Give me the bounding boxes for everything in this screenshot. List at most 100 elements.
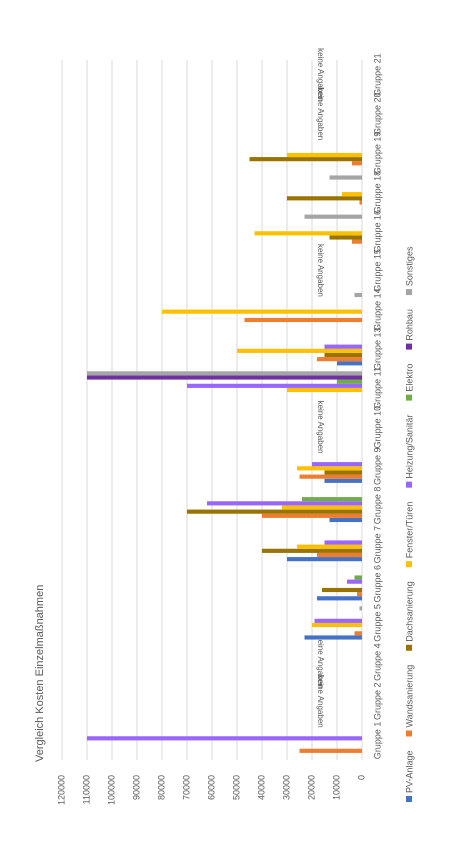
legend-label: Rohbau xyxy=(404,309,414,341)
bar xyxy=(187,509,362,514)
x-tick-label: Gruppe 4 xyxy=(372,643,382,681)
chart-title: Vergleich Kosten Einzelmaßnahmen xyxy=(34,585,46,762)
legend-label: Heizung/Sanitär xyxy=(404,415,414,479)
annotation: keine Angaben xyxy=(316,636,325,689)
bar xyxy=(359,606,362,611)
bar xyxy=(342,192,362,197)
bar xyxy=(299,748,362,753)
legend-swatch xyxy=(406,796,412,802)
bar xyxy=(337,361,362,366)
annotation: keine Angaben xyxy=(316,48,325,101)
bar xyxy=(262,548,362,553)
bar xyxy=(287,387,362,393)
legend-swatch xyxy=(406,343,412,350)
annotation: keine Angaben xyxy=(316,675,325,728)
x-tick-label: Gruppe 21 xyxy=(372,53,382,96)
bar xyxy=(87,371,362,376)
x-tick-label: Gruppe 2 xyxy=(372,682,382,720)
y-tick-label: 70000 xyxy=(181,775,191,800)
rotated-chart: Vergleich Kosten Einzelmaßnahmen 0 10000 2… xyxy=(34,48,414,805)
legend-label: Wandsanierung xyxy=(404,665,414,728)
legend-label: Dachsanierung xyxy=(404,581,414,642)
y-tick-label: 30000 xyxy=(281,775,291,800)
legend-swatch xyxy=(406,561,412,568)
bar xyxy=(314,618,362,623)
x-tick-label: Gruppe 1 xyxy=(372,722,382,760)
bar xyxy=(249,157,362,162)
y-tick-label: 10000 xyxy=(331,775,341,800)
x-tick-label: Gruppe 6 xyxy=(372,565,382,603)
bar xyxy=(324,344,362,349)
bar xyxy=(282,505,362,510)
bar xyxy=(347,579,362,584)
bar xyxy=(299,474,362,479)
y-tick-label: 40000 xyxy=(256,775,266,800)
y-tick-label: 60000 xyxy=(206,775,216,800)
bar xyxy=(329,175,362,180)
bar xyxy=(207,501,362,506)
legend-label: PV-Anlage xyxy=(404,750,414,793)
bar xyxy=(312,622,362,628)
x-tick-label: Gruppe 19 xyxy=(372,132,382,175)
bar xyxy=(322,587,362,593)
bar xyxy=(352,239,362,244)
bar xyxy=(324,540,362,545)
bar xyxy=(354,292,362,298)
bar xyxy=(317,357,362,362)
bar xyxy=(329,517,362,523)
bar xyxy=(254,231,362,236)
bar xyxy=(262,513,362,518)
x-tick-label: Gruppe 13 xyxy=(372,327,382,370)
bar xyxy=(324,470,362,475)
bar xyxy=(297,544,362,549)
bar xyxy=(312,462,362,467)
bar xyxy=(317,552,362,558)
y-tick-label: 100000 xyxy=(106,775,116,805)
bar xyxy=(354,631,362,636)
bar xyxy=(354,575,362,580)
bar xyxy=(87,375,362,380)
y-tick-label: 110000 xyxy=(81,775,91,804)
y-tick-label: 120000 xyxy=(56,775,66,805)
bar xyxy=(304,635,362,640)
bar xyxy=(317,596,362,601)
bar xyxy=(187,383,362,388)
bar xyxy=(302,497,362,502)
bar xyxy=(87,736,362,741)
bar xyxy=(329,235,362,240)
x-tick-label: Gruppe 9 xyxy=(372,447,382,485)
x-tick-label: Gruppe 16 xyxy=(372,210,382,253)
annotation: keine Angaben xyxy=(316,244,325,297)
y-tick-label: 80000 xyxy=(156,775,166,800)
bar xyxy=(337,379,362,384)
bar xyxy=(162,309,362,314)
x-tick-label: Gruppe 18 xyxy=(372,171,382,214)
annotation: keine Angaben xyxy=(316,401,325,454)
bar xyxy=(324,478,362,483)
y-tick-label: 0 xyxy=(356,775,366,780)
bar xyxy=(244,317,362,323)
bar xyxy=(287,196,362,201)
y-tick-label: 50000 xyxy=(231,775,241,800)
x-tick-label: Gruppe 20 xyxy=(372,92,382,135)
x-tick-label: Gruppe 15 xyxy=(372,249,382,292)
y-tick-label: 90000 xyxy=(131,775,141,800)
legend-swatch xyxy=(406,730,412,737)
legend-swatch xyxy=(406,644,412,651)
x-tick-label: Gruppe 8 xyxy=(372,487,382,525)
bar xyxy=(287,152,362,158)
bar xyxy=(304,214,362,219)
x-tick-label: Gruppe 5 xyxy=(372,604,382,642)
x-tick-label: Gruppe 14 xyxy=(372,288,382,331)
bar xyxy=(324,352,362,358)
legend-swatch xyxy=(406,394,412,401)
bar xyxy=(297,466,362,471)
annotation: keine Angaben xyxy=(316,87,325,140)
y-tick-label: 20000 xyxy=(306,775,316,800)
bar xyxy=(287,557,362,562)
x-tick-label: Gruppe 7 xyxy=(372,526,382,564)
bar xyxy=(237,348,362,353)
x-tick-label: Gruppe 11 xyxy=(372,367,382,409)
legend-label: Sonstiges xyxy=(404,246,414,286)
